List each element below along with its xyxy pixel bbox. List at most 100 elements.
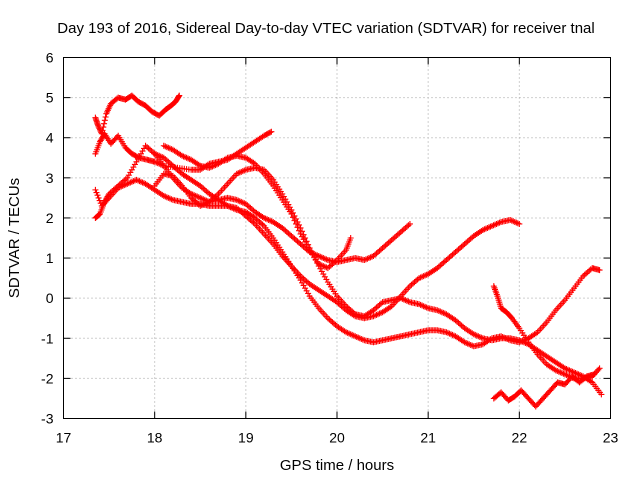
data-point	[450, 250, 457, 257]
data-point	[288, 232, 295, 239]
data-point	[96, 125, 103, 132]
data-point	[406, 220, 413, 227]
data-point	[326, 263, 333, 270]
y-tick-label: -1	[41, 330, 54, 346]
data-point	[318, 268, 325, 275]
x-tick-labels: 17 18 19 20 21 22 23	[56, 430, 619, 446]
data-point	[283, 228, 290, 235]
data-point	[444, 255, 451, 262]
data-point	[467, 235, 474, 242]
data-point	[452, 249, 459, 256]
data-point	[104, 196, 111, 203]
data-point	[96, 126, 103, 133]
data-point	[394, 231, 401, 238]
data-point	[584, 269, 591, 276]
data-point	[595, 366, 602, 373]
x-tick-label: 23	[603, 430, 619, 446]
data-point	[189, 196, 196, 203]
data-point	[466, 237, 473, 244]
data-point	[148, 148, 155, 155]
data-point	[200, 185, 207, 192]
data-point	[145, 145, 152, 152]
data-point	[300, 282, 307, 289]
data-point	[375, 303, 382, 310]
data-point	[320, 271, 327, 278]
data-point	[94, 192, 101, 199]
series-track-5	[151, 150, 603, 350]
axis-ticks	[63, 57, 611, 419]
data-point	[171, 164, 178, 171]
data-point	[296, 239, 303, 246]
data-point	[124, 174, 131, 181]
data-point	[96, 197, 103, 204]
data-point	[402, 224, 409, 231]
data-point	[128, 166, 135, 173]
data-point	[460, 242, 467, 249]
data-point	[454, 247, 461, 254]
data-point	[102, 113, 109, 120]
data-point	[268, 128, 275, 135]
x-tick-label: 19	[238, 430, 254, 446]
data-point	[248, 206, 255, 213]
data-point	[596, 267, 603, 274]
data-point	[447, 253, 454, 260]
data-point	[326, 316, 333, 323]
data-point	[289, 214, 296, 221]
y-tick-label: 1	[46, 250, 54, 266]
data-point	[176, 92, 183, 99]
y-tick-labels: -3 -2 -1 0 1 2 3 4 5 6	[41, 50, 54, 427]
data-point	[438, 261, 445, 268]
data-point	[101, 117, 108, 124]
data-point	[455, 319, 462, 326]
data-point	[323, 276, 330, 283]
data-point	[587, 266, 594, 273]
data-markers	[92, 92, 605, 410]
y-axis-label: SDTVAR / TECUs	[6, 178, 23, 298]
series-track-1	[92, 92, 183, 137]
data-point	[461, 241, 468, 248]
data-point	[376, 247, 383, 254]
data-point	[142, 142, 149, 149]
data-point	[172, 165, 179, 172]
x-tick-label: 20	[329, 430, 345, 446]
data-point	[381, 243, 388, 250]
data-point	[175, 168, 182, 175]
data-point	[175, 93, 182, 100]
data-point	[166, 160, 173, 167]
data-point	[463, 239, 470, 246]
data-point	[299, 228, 306, 235]
y-tick-label: -2	[41, 370, 54, 386]
data-point	[327, 317, 334, 324]
data-point	[163, 157, 170, 164]
data-point	[203, 188, 210, 195]
data-point	[282, 227, 289, 234]
data-point	[297, 230, 304, 237]
data-point	[387, 238, 394, 245]
data-point	[440, 259, 447, 266]
data-point	[591, 371, 598, 378]
data-point	[408, 281, 415, 288]
data-point	[332, 258, 339, 265]
data-point	[303, 287, 310, 294]
data-point	[125, 172, 132, 179]
y-tick-label: 6	[46, 50, 54, 66]
y-tick-label: -3	[41, 411, 54, 427]
data-point	[405, 222, 412, 229]
data-point	[122, 176, 129, 183]
data-point	[294, 238, 301, 245]
data-point	[373, 304, 380, 311]
data-point	[147, 146, 154, 153]
data-point	[329, 319, 336, 326]
data-point	[382, 242, 389, 249]
data-point	[289, 234, 296, 241]
data-point	[397, 228, 404, 235]
data-point	[596, 365, 603, 372]
data-point	[133, 158, 140, 165]
data-point	[130, 164, 137, 171]
data-point	[259, 221, 266, 228]
x-axis-label: GPS time / hours	[280, 457, 394, 474]
data-point	[411, 279, 418, 286]
data-point	[100, 124, 107, 131]
data-point	[344, 304, 351, 311]
